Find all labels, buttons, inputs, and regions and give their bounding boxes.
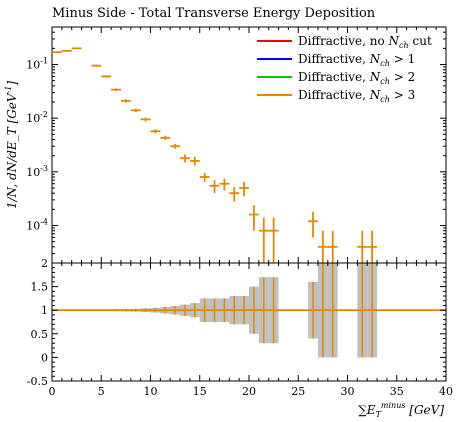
x-tick-label: 40 — [439, 385, 453, 398]
legend-label: Diffractive, Nch > 2 — [298, 70, 415, 86]
ratio-plot-panel: -0.500.511.52 0 5 10 15 20 25 30 35 40 — [27, 257, 453, 398]
x-tick-label: 20 — [242, 385, 256, 398]
x-tick-label: 30 — [341, 385, 355, 398]
main-data-marks — [52, 47, 378, 263]
x-tick-label: 35 — [390, 385, 404, 398]
main-y-axis: 10-1 10-2 10-3 10-4 — [26, 26, 446, 264]
legend-label: Diffractive, Nch > 1 — [298, 52, 415, 68]
y-tick-label: 10-3 — [26, 164, 48, 179]
x-tick-label: 10 — [144, 385, 158, 398]
y-tick-label: 10-1 — [26, 57, 48, 72]
x-tick-label: 15 — [193, 385, 207, 398]
ratio-y-tick-label: 2 — [41, 257, 48, 270]
x-axis-label: ∑ETminus [GeV] — [358, 401, 444, 419]
y-axis-label: 1/N, dN/dE_T [GeV-1] — [4, 81, 19, 209]
chart-title: Minus Side - Total Transverse Energy Dep… — [52, 6, 376, 21]
main-plot-panel: 10-1 10-2 10-3 10-4 Diffractive, no Nch cut… — [26, 26, 447, 264]
ratio-y-tick-label: 0.5 — [31, 328, 49, 341]
ratio-y-tick-label: -0.5 — [27, 375, 48, 388]
x-tick-label: 25 — [291, 385, 305, 398]
x-axis: 0 5 10 15 20 25 30 35 40 — [49, 263, 453, 398]
x-tick-label: 5 — [98, 385, 105, 398]
x-tick-label: 0 — [49, 385, 56, 398]
y-tick-label: 10-2 — [26, 110, 48, 125]
ratio-y-tick-label: 1 — [41, 304, 48, 317]
legend-label: Diffractive, Nch > 3 — [298, 88, 415, 104]
ratio-y-tick-label: 1.5 — [31, 281, 49, 294]
legend-label: Diffractive, no Nch cut — [298, 34, 432, 50]
ratio-y-tick-label: 0 — [41, 351, 48, 364]
y-tick-label: 10-4 — [26, 217, 48, 232]
ratio-data-marks — [52, 263, 446, 358]
legend: Diffractive, no Nch cut Diffractive, Nch … — [257, 34, 432, 104]
